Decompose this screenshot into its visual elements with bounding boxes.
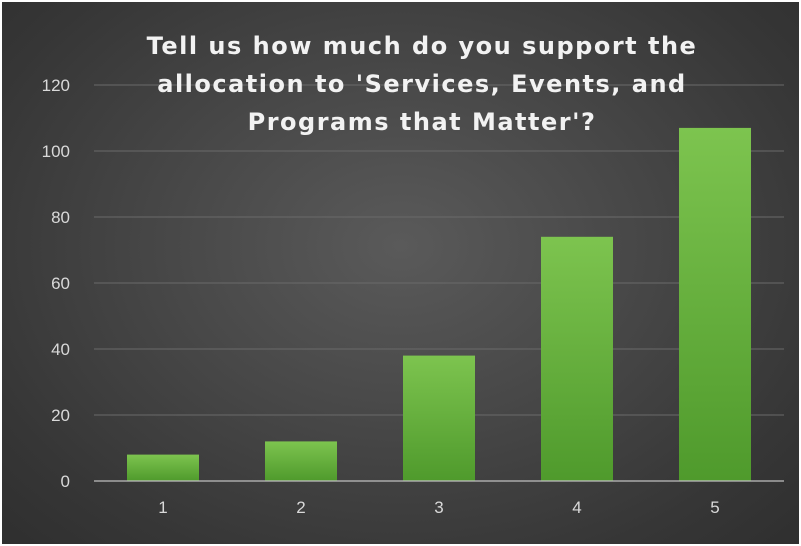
y-tick-label: 40 bbox=[51, 340, 70, 359]
x-tick-label: 3 bbox=[434, 498, 443, 517]
y-tick-label: 120 bbox=[42, 76, 70, 95]
y-tick-label: 60 bbox=[51, 274, 70, 293]
bar-3 bbox=[403, 355, 475, 481]
chart-title-line-3: Programs that Matter'? bbox=[248, 108, 597, 136]
y-tick-label: 0 bbox=[61, 472, 70, 491]
bar-2 bbox=[265, 441, 337, 481]
x-tick-label: 4 bbox=[572, 498, 581, 517]
chart-title-line-1: Tell us how much do you support the bbox=[147, 32, 698, 60]
y-tick-label: 100 bbox=[42, 142, 70, 161]
chart-title: Tell us how much do you support the allo… bbox=[147, 32, 698, 136]
chart-title-line-2: allocation to 'Services, Events, and bbox=[157, 70, 686, 98]
x-axis-ticks: 1 2 3 4 5 bbox=[158, 498, 719, 517]
x-tick-label: 1 bbox=[158, 498, 167, 517]
y-tick-label: 80 bbox=[51, 208, 70, 227]
bar-4 bbox=[541, 236, 613, 481]
x-tick-label: 5 bbox=[710, 498, 719, 517]
bar-1 bbox=[127, 454, 199, 481]
y-axis-ticks: 0 20 40 60 80 100 120 bbox=[42, 76, 70, 491]
bars bbox=[127, 127, 751, 482]
gridlines bbox=[94, 84, 784, 416]
bar-5 bbox=[679, 127, 751, 482]
y-tick-label: 20 bbox=[51, 406, 70, 425]
x-tick-label: 2 bbox=[296, 498, 305, 517]
